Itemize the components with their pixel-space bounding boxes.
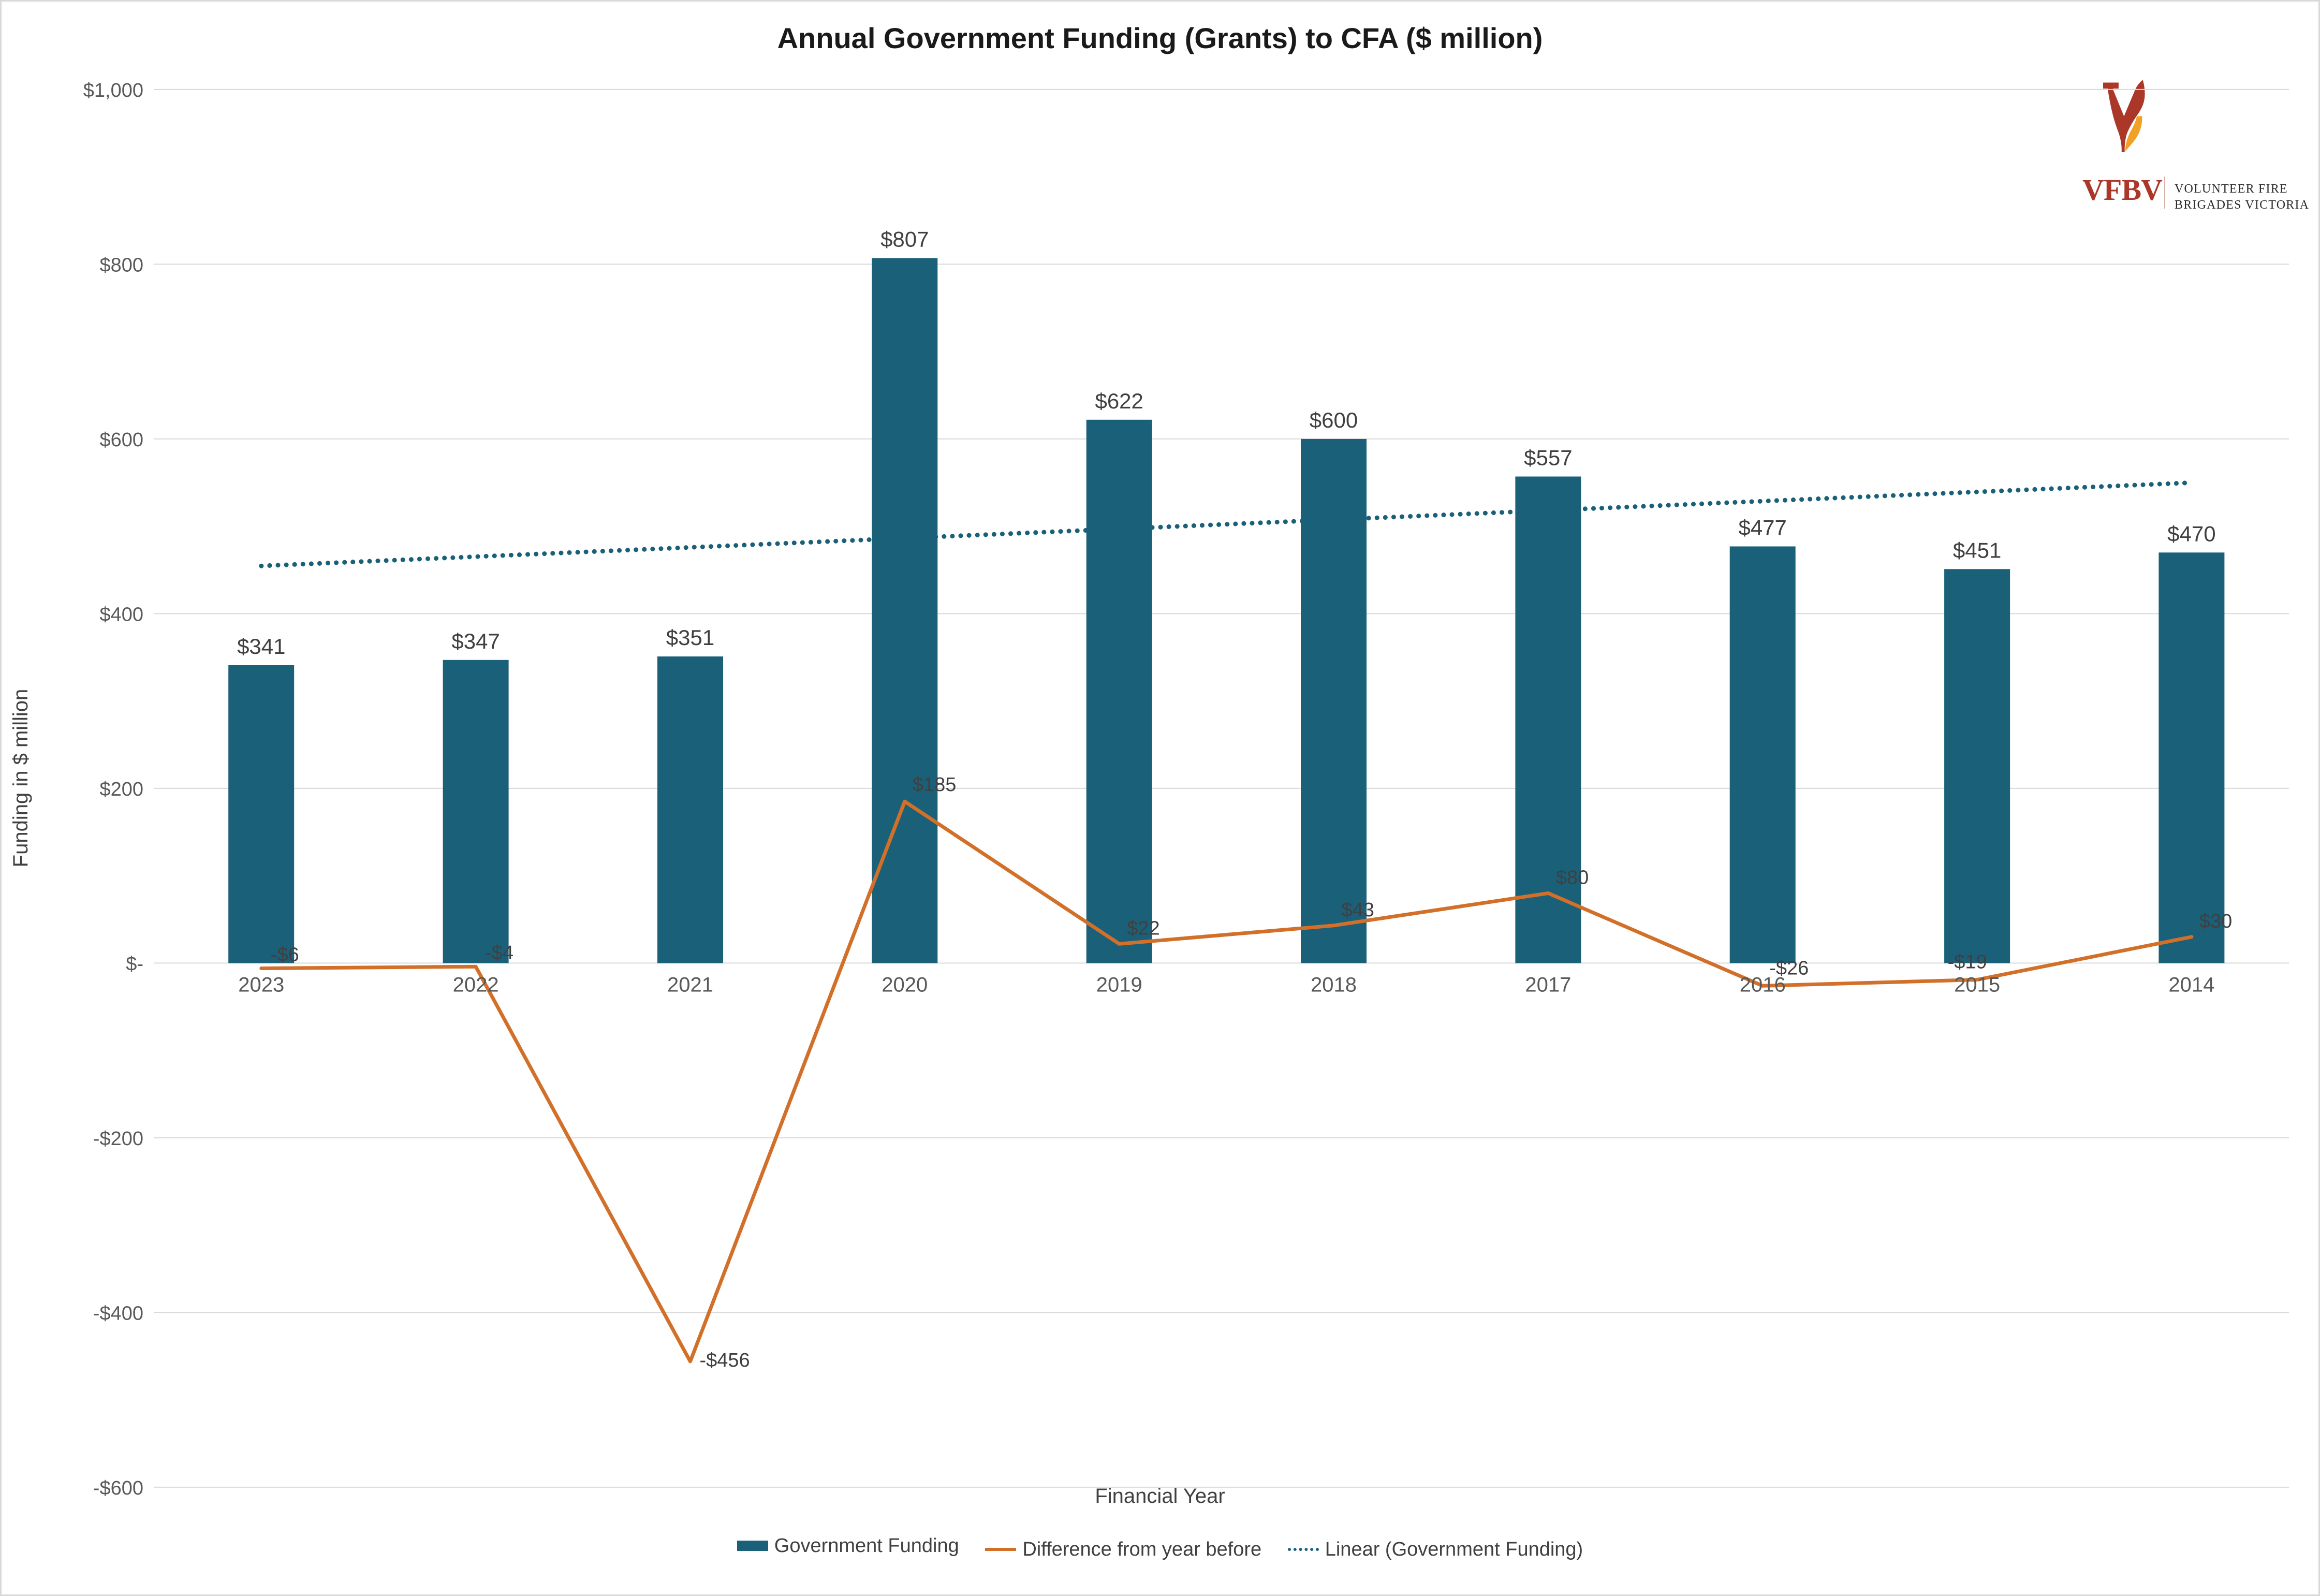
svg-text:$400: $400	[99, 604, 143, 625]
svg-text:2017: 2017	[1525, 973, 1571, 996]
svg-text:$347: $347	[451, 629, 500, 653]
svg-text:-$600: -$600	[93, 1477, 143, 1499]
svg-text:2021: 2021	[667, 973, 713, 996]
svg-text:2019: 2019	[1096, 973, 1142, 996]
svg-text:$470: $470	[2167, 521, 2215, 546]
svg-text:$451: $451	[1953, 538, 2001, 562]
svg-text:$600: $600	[1310, 408, 1358, 432]
svg-text:$185: $185	[913, 774, 957, 796]
svg-text:$351: $351	[666, 625, 714, 650]
svg-text:$600: $600	[99, 429, 143, 451]
svg-text:$-: $-	[126, 953, 143, 975]
svg-text:-$4: -$4	[485, 942, 513, 964]
svg-text:$200: $200	[99, 779, 143, 800]
svg-text:2016: 2016	[1740, 973, 1786, 996]
svg-text:-$200: -$200	[93, 1128, 143, 1150]
svg-text:$622: $622	[1095, 389, 1143, 413]
svg-text:$807: $807	[880, 227, 929, 252]
svg-text:2022: 2022	[453, 973, 499, 996]
svg-text:$557: $557	[1524, 446, 1572, 470]
svg-text:-$19: -$19	[1948, 951, 1987, 973]
svg-text:2015: 2015	[1954, 973, 2000, 996]
svg-text:2023: 2023	[238, 973, 284, 996]
svg-text:$1,000: $1,000	[83, 80, 143, 101]
svg-text:$43: $43	[1342, 899, 1374, 921]
svg-text:$341: $341	[237, 634, 285, 658]
svg-text:$800: $800	[99, 254, 143, 276]
svg-text:$30: $30	[2199, 911, 2232, 932]
svg-text:-$400: -$400	[93, 1302, 143, 1324]
svg-text:$22: $22	[1127, 917, 1159, 939]
svg-text:-$6: -$6	[271, 944, 299, 966]
svg-text:$80: $80	[1556, 867, 1589, 888]
svg-text:-$456: -$456	[700, 1350, 750, 1371]
svg-text:$477: $477	[1738, 516, 1786, 540]
svg-text:2020: 2020	[882, 973, 928, 996]
svg-text:2014: 2014	[2168, 973, 2214, 996]
svg-text:2018: 2018	[1311, 973, 1357, 996]
